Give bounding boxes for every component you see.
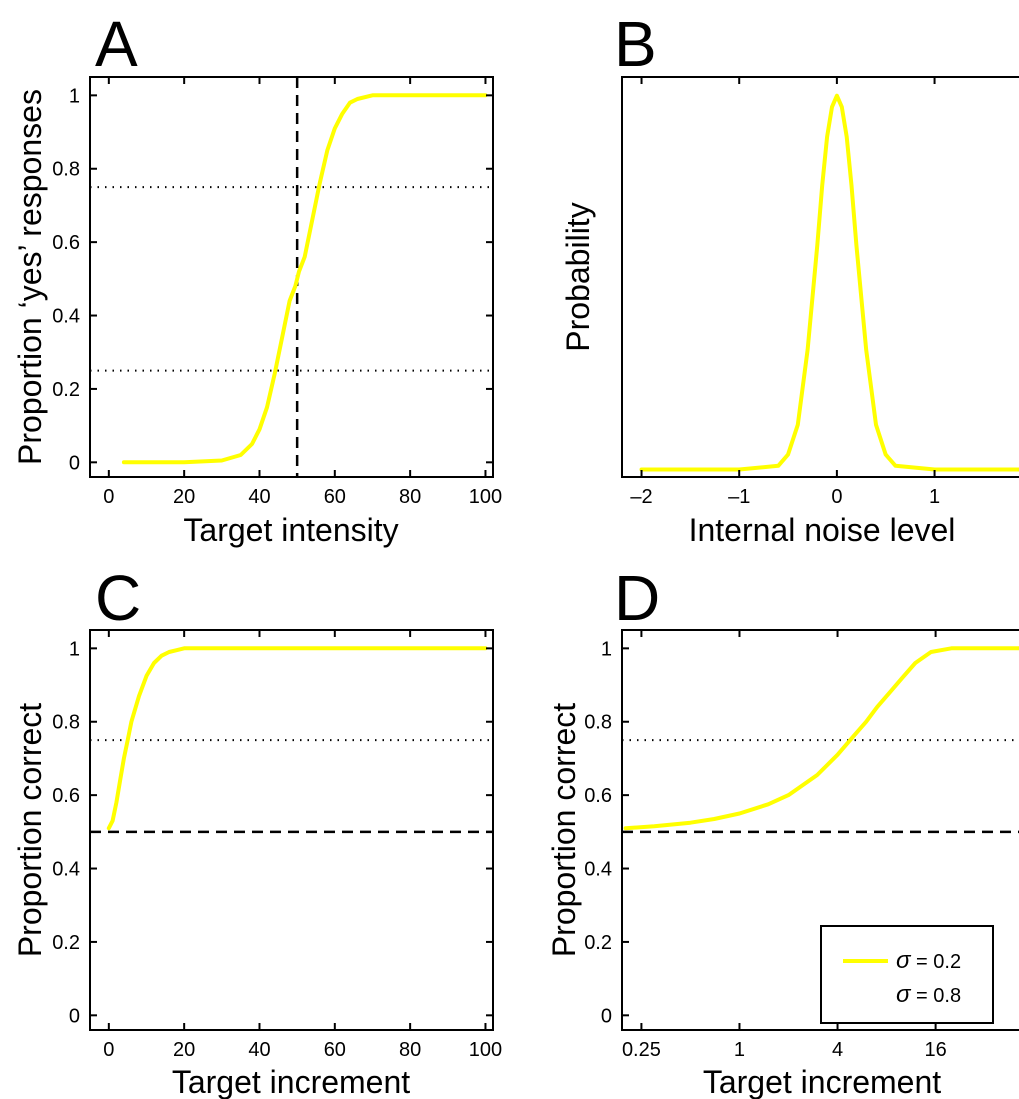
panel-c-y-tick-label: 0.8 [52, 712, 80, 734]
panel-a-y-label: Proportion ‘yes’ responses [12, 89, 48, 465]
panel-b-series-1-line [639, 93, 1019, 472]
panel-c-x-tick-label: 100 [469, 1039, 502, 1061]
panel-a-x-tick-label: 0 [103, 486, 114, 508]
panel-d: D 0.2514166400.20.40.60.81 Target increm… [546, 562, 1019, 1099]
legend-entry-1: σ = 0.2 [896, 947, 961, 974]
panel-d-y-tick-label: 0 [601, 1005, 612, 1027]
panel-a: A 0 20 40 60 80 100 0 0.2 0.4 0.6 0.8 1 Target inte… [12, 8, 502, 548]
panel-a-x-tick-label: 40 [248, 486, 270, 508]
panel-a-letter: A [95, 8, 138, 80]
panel-d-letter: D [614, 562, 660, 634]
panel-b-x-tick-label: 1 [929, 486, 940, 508]
panel-d-x-tick-label: 1 [734, 1039, 745, 1061]
panel-b-x-label: Internal noise level [689, 512, 956, 548]
panel-d-x-tick-label: 16 [924, 1039, 946, 1061]
panel-c-y-tick-label: 0.4 [52, 859, 80, 881]
panel-b-ticks: –2–1012 [630, 77, 940, 508]
panel-a-series-1-line [121, 93, 488, 465]
panel-a-axes-box [89, 76, 494, 478]
panel-d-y-tick-label: 0.6 [584, 785, 612, 807]
panel-b: B –2–1012 Internal noise level Probabili… [560, 8, 1019, 548]
panel-a-x-tick-label: 100 [469, 486, 502, 508]
panel-c-axes-box [89, 629, 494, 1031]
legend-box [820, 925, 994, 1024]
legend-entry-2-label: = 0.8 [916, 985, 961, 1007]
panel-d-y-tick-label: 0.8 [584, 712, 612, 734]
panel-a-ticks: 0 20 40 60 80 100 0 0.2 0.4 0.6 0.8 1 [52, 77, 502, 508]
panel-c-curves [106, 646, 488, 831]
panel-a-curves [121, 93, 488, 465]
panel-b-x-tick-label: 0 [831, 486, 842, 508]
legend-entry-2-glyph: σ [896, 981, 912, 1008]
legend-entry-1-label: = 0.2 [916, 951, 961, 973]
panel-d-x-tick-label: 4 [832, 1039, 843, 1061]
panel-c-letter: C [95, 562, 141, 634]
panel-c-x-tick-label: 0 [103, 1039, 114, 1061]
panel-a-x-tick-label: 80 [399, 486, 421, 508]
panel-c-y-tick-label: 0.2 [52, 932, 80, 954]
panel-a-y-tick-label: 0.4 [52, 306, 80, 328]
legend-entry-2: σ = 0.8 [896, 981, 961, 1008]
panel-d-reflines [622, 739, 1019, 834]
panel-c-y-tick-label: 1 [69, 638, 80, 660]
panel-d-curves [623, 646, 1019, 831]
panel-c-x-tick-label: 80 [399, 1039, 421, 1061]
panel-b-letter: B [614, 8, 657, 80]
panel-d-x-tick-label: 0.25 [622, 1039, 661, 1061]
panel-b-y-label: Probability [560, 202, 596, 351]
panel-b-curves [639, 93, 1019, 472]
panel-d-legend: σ = 0.2 σ = 0.8 [820, 925, 994, 1024]
panel-c-series-1-line [106, 646, 488, 831]
panel-a-x-tick-label: 20 [173, 486, 195, 508]
panel-d-y-tick-label: 0.2 [584, 932, 612, 954]
panel-c-ticks: 0 20 40 60 80 100 0 0.2 0.4 0.6 0.8 1 [52, 630, 502, 1061]
panel-d-y-label: Proportion correct [546, 703, 582, 957]
panel-d-x-label: Target increment [703, 1064, 941, 1099]
panel-a-y-tick-label: 0 [69, 452, 80, 474]
panel-d-axes-box [621, 629, 1019, 1031]
panel-b-x-tick-label: –1 [728, 486, 750, 508]
panel-b-axes-box [621, 76, 1019, 478]
panel-c-reflines [90, 739, 493, 834]
panel-a-y-tick-label: 0.8 [52, 159, 80, 181]
panel-a-y-tick-label: 1 [69, 85, 80, 107]
panel-d-y-tick-label: 0.4 [584, 859, 612, 881]
panel-c-x-tick-label: 20 [173, 1039, 195, 1061]
panel-c-y-label: Proportion correct [12, 703, 48, 957]
panel-c-x-label: Target increment [172, 1064, 410, 1099]
panel-c-y-tick-label: 0 [69, 1005, 80, 1027]
panel-c-x-tick-label: 40 [248, 1039, 270, 1061]
panel-c-x-tick-label: 60 [324, 1039, 346, 1061]
panel-a-x-label: Target intensity [183, 512, 398, 548]
panel-a-reflines [90, 77, 493, 477]
panel-a-y-tick-label: 0.6 [52, 232, 80, 254]
panel-c-y-tick-label: 0.6 [52, 785, 80, 807]
panel-d-series-1-line [623, 646, 1019, 831]
legend-entry-1-glyph: σ [896, 947, 912, 974]
panel-d-ticks: 0.2514166400.20.40.60.81 [584, 630, 947, 1061]
panel-b-x-tick-label: –2 [630, 486, 652, 508]
panel-c: C 0 20 40 60 80 100 0 0.2 0.4 0.6 0.8 1 Target incr… [12, 562, 502, 1099]
panel-a-x-tick-label: 60 [324, 486, 346, 508]
panel-d-y-tick-label: 1 [601, 638, 612, 660]
panel-a-y-tick-label: 0.2 [52, 379, 80, 401]
